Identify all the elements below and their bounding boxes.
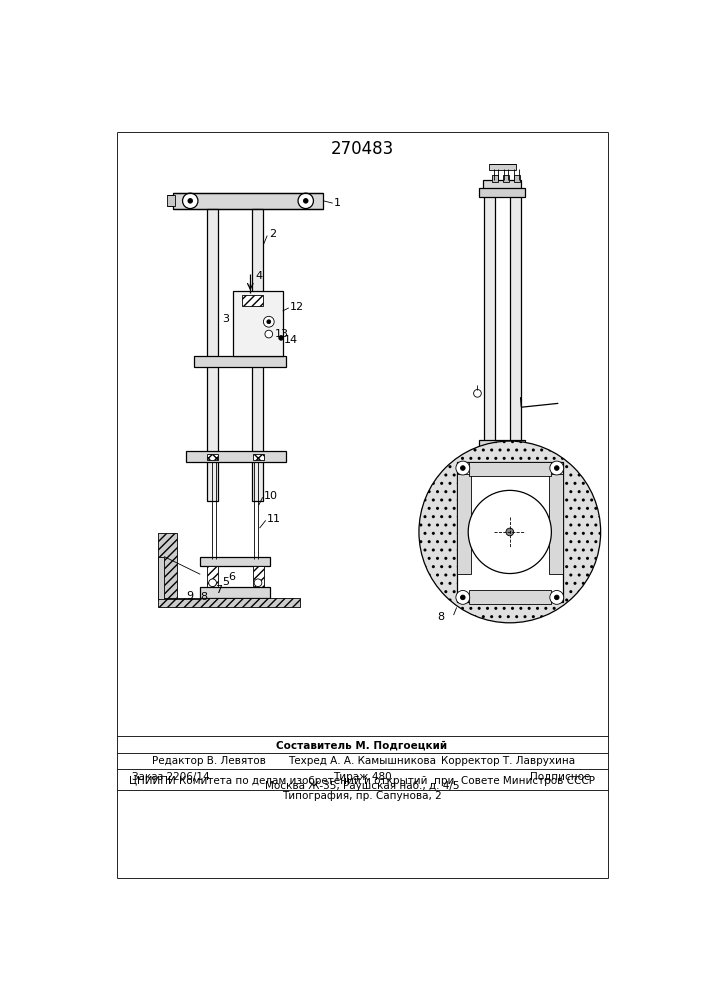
Text: Типография, пр. Сапунова, 2: Типография, пр. Сапунова, 2 [282,791,442,801]
Bar [457,462,563,602]
Bar [173,193,324,209]
Circle shape [460,466,465,470]
Circle shape [254,579,262,587]
Circle shape [264,316,274,327]
Text: 270483: 270483 [330,140,394,158]
Circle shape [209,579,216,587]
Bar [503,175,509,182]
Bar [489,164,516,170]
Bar [194,356,286,367]
Circle shape [456,461,469,475]
Text: 10: 10 [264,491,277,501]
Text: Техред А. А. Камышникова: Техред А. А. Камышникова [288,756,436,766]
Text: 14: 14 [284,335,298,345]
Circle shape [303,199,308,203]
Text: 4: 4 [256,271,263,281]
Bar [483,180,521,195]
Text: Подписное: Подписное [530,772,590,782]
Circle shape [468,490,551,574]
Bar [469,590,551,604]
Text: 6: 6 [229,572,235,582]
Bar [469,462,551,476]
Text: 8: 8 [201,592,208,602]
Bar [207,566,218,587]
Circle shape [188,199,192,203]
Circle shape [554,595,559,600]
Circle shape [554,466,559,470]
Text: 9: 9 [187,591,194,601]
Circle shape [506,528,514,536]
Text: 7: 7 [215,585,222,595]
Bar [233,291,283,356]
Circle shape [474,389,481,397]
Circle shape [550,590,563,604]
Circle shape [456,590,469,604]
Bar [158,598,300,607]
Bar [457,474,471,574]
Text: 2: 2 [269,229,276,239]
Bar [492,175,498,182]
Circle shape [182,193,198,209]
Circle shape [460,595,465,600]
Text: 8: 8 [437,612,444,622]
Bar [479,440,525,450]
Bar [158,533,177,598]
Bar [549,474,563,574]
Text: ЦНИИПИ Комитета по делам изобретений и открытий  при  Совете Министров СССР: ЦНИИПИ Комитета по делам изобретений и о… [129,776,595,786]
Bar [200,557,269,566]
Bar [207,209,218,501]
Text: Корректор Т. Лаврухина: Корректор Т. Лаврухина [441,756,575,766]
Text: Тираж 480: Тираж 480 [332,772,391,782]
Text: 13: 13 [275,329,289,339]
Bar [207,454,218,460]
Bar [514,175,520,182]
Bar [158,557,164,599]
Bar [200,587,269,598]
Text: 5: 5 [223,577,230,587]
Text: 1: 1 [334,198,341,208]
Circle shape [419,441,601,623]
Bar [510,195,520,442]
Bar [252,209,262,501]
Text: 3: 3 [223,314,230,324]
Bar [484,195,495,442]
Circle shape [279,336,284,340]
Circle shape [267,320,271,324]
Bar [253,454,264,460]
Bar [479,188,525,197]
Text: 11: 11 [267,514,281,524]
Bar [167,195,175,206]
Bar [187,451,286,462]
Circle shape [298,193,313,209]
Text: Редактор В. Левятов: Редактор В. Левятов [152,756,266,766]
Bar [242,295,264,306]
Text: Москва Ж-35, Раушская наб., д. 4/5: Москва Ж-35, Раушская наб., д. 4/5 [264,781,460,791]
Text: 12: 12 [290,302,304,312]
Circle shape [550,461,563,475]
Text: Заказ 2206/14: Заказ 2206/14 [132,772,210,782]
Text: Составитель М. Подгоецкий: Составитель М. Подгоецкий [276,740,448,750]
Circle shape [265,330,273,338]
Bar [253,566,264,587]
